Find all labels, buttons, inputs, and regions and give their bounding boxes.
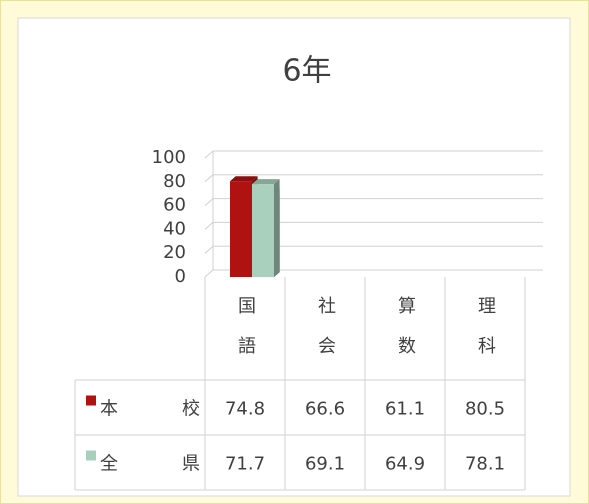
x-tick-label: 理科	[475, 296, 496, 376]
x-tick-label: 算数	[395, 296, 416, 376]
table-value: 78.1	[465, 454, 505, 475]
table-value: 66.6	[305, 399, 345, 420]
bar	[252, 184, 274, 277]
table-value: 74.8	[225, 399, 265, 420]
table-value: 71.7	[225, 454, 265, 475]
table-value: 80.5	[465, 399, 505, 420]
table-value: 64.9	[385, 454, 425, 475]
y-tick-label: 60	[163, 195, 186, 216]
bar-top	[252, 179, 280, 185]
legend-swatch	[86, 450, 96, 461]
x-tick-label: 国語	[235, 296, 256, 376]
table-value: 61.1	[385, 399, 425, 420]
bar	[230, 181, 252, 277]
table-value: 69.1	[305, 454, 345, 475]
chart-title: 6年	[282, 54, 331, 89]
legend-swatch	[86, 395, 96, 406]
bar-side	[274, 179, 280, 277]
y-tick-label: 40	[163, 218, 186, 239]
y-tick-label: 0	[175, 266, 186, 287]
bar-top	[230, 176, 258, 182]
y-tick-label: 20	[163, 242, 186, 263]
y-tick-label: 100	[152, 147, 186, 168]
chart-panel	[17, 17, 571, 497]
x-tick-label: 社会	[315, 296, 336, 376]
y-tick-label: 80	[163, 171, 186, 192]
